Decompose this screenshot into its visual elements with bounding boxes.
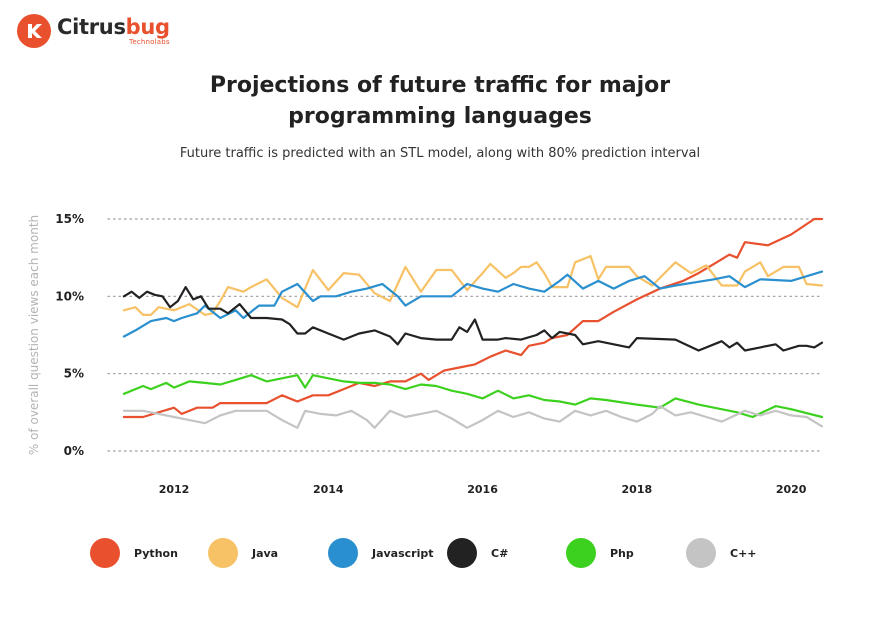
brand-name: Citrusbug xyxy=(57,14,170,39)
chart-title-line1: Projections of future traffic for major xyxy=(209,73,671,98)
y-tick-label: 5% xyxy=(64,367,84,381)
brand-name-main: Citrus xyxy=(57,14,126,39)
brand-subtitle: Technolabs xyxy=(129,37,170,46)
x-tick-label: 2018 xyxy=(622,483,653,496)
axis-labels: 0% 5% 10% 15% 2012 2014 2016 2018 2020 % of overa… xyxy=(27,212,807,496)
series-line-python xyxy=(122,217,824,419)
y-axis-label: % of overall question views each month xyxy=(27,215,41,455)
x-tick-label: 2020 xyxy=(776,483,807,496)
brand-logo: Citrusbug Technolabs xyxy=(17,14,170,48)
chart-subtitle: Future traffic is predicted with an STL … xyxy=(179,146,701,161)
series-line-java xyxy=(122,255,824,316)
brand-name-accent: bug xyxy=(125,14,170,39)
series-line-c xyxy=(122,405,824,429)
chart-title-line2: programming languages xyxy=(288,104,592,129)
series-lines xyxy=(122,217,824,429)
citrusbug-logo-icon xyxy=(17,14,51,48)
y-tick-label: 0% xyxy=(64,444,84,458)
x-tick-label: 2016 xyxy=(467,483,498,496)
y-tick-label: 15% xyxy=(55,212,84,226)
series-line-php xyxy=(122,374,824,419)
x-tick-label: 2014 xyxy=(313,483,344,496)
series-line-javascript xyxy=(122,270,824,338)
x-tick-label: 2012 xyxy=(159,483,190,496)
chart-title: Projections of future traffic for major … xyxy=(0,70,880,132)
grid-lines xyxy=(107,218,823,452)
y-tick-label: 10% xyxy=(55,289,84,303)
series-line-c xyxy=(122,286,824,352)
